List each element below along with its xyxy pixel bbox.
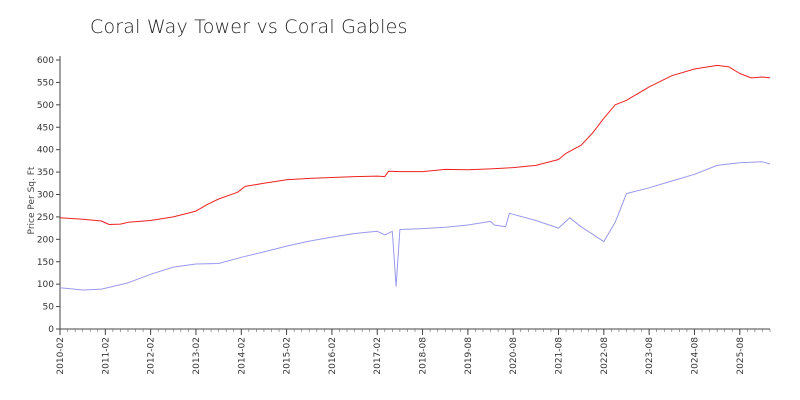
y-tick-label: 250	[37, 213, 54, 223]
x-tick-label: 2021-08	[555, 337, 565, 375]
series-layer	[59, 64, 771, 291]
x-tick-label: 2011-02	[101, 337, 111, 375]
y-tick-label: 400	[37, 146, 54, 156]
series-line-1	[59, 64, 771, 225]
x-tick-label: 2020-08	[509, 337, 519, 375]
y-tick-label: 200	[37, 235, 54, 245]
x-tick-label: 2023-08	[645, 337, 655, 375]
y-tick-label: 150	[37, 258, 54, 268]
y-tick-label: 100	[37, 280, 54, 290]
y-tick-label: 550	[37, 78, 54, 88]
series-line-2	[59, 161, 771, 291]
y-axis-label: Price Per Sq. Ft	[27, 166, 37, 234]
x-tick-label: 2024-08	[690, 337, 700, 375]
x-tick-label: 2016-02	[328, 337, 338, 375]
x-tick-label: 2017-02	[373, 337, 383, 375]
y-tick-label: 0	[48, 325, 54, 335]
x-tick-label: 2012-02	[147, 337, 157, 375]
y-tick-label: 50	[43, 303, 55, 313]
x-tick-label: 2019-08	[464, 337, 474, 375]
y-tick-label: 350	[37, 168, 54, 178]
x-tick-label: 2025-08	[736, 337, 746, 375]
chart-title: Coral Way Tower vs Coral Gables	[90, 16, 408, 38]
x-tick-label: 2022-08	[600, 337, 610, 375]
x-tick-label: 2015-02	[283, 337, 293, 375]
x-tick-label: 2018-08	[419, 337, 429, 375]
y-tick-label: 450	[37, 123, 54, 133]
axes: 0 50 100 150 200 250 300 350 400 450 500 550 600 2010…	[37, 56, 771, 375]
y-tick-label: 600	[37, 56, 54, 66]
y-tick-label: 500	[37, 101, 54, 111]
x-tick-label: 2010-02	[56, 337, 66, 375]
x-tick-label: 2013-02	[192, 337, 202, 375]
y-tick-label: 300	[37, 191, 54, 201]
x-tick-label: 2014-02	[237, 337, 247, 375]
